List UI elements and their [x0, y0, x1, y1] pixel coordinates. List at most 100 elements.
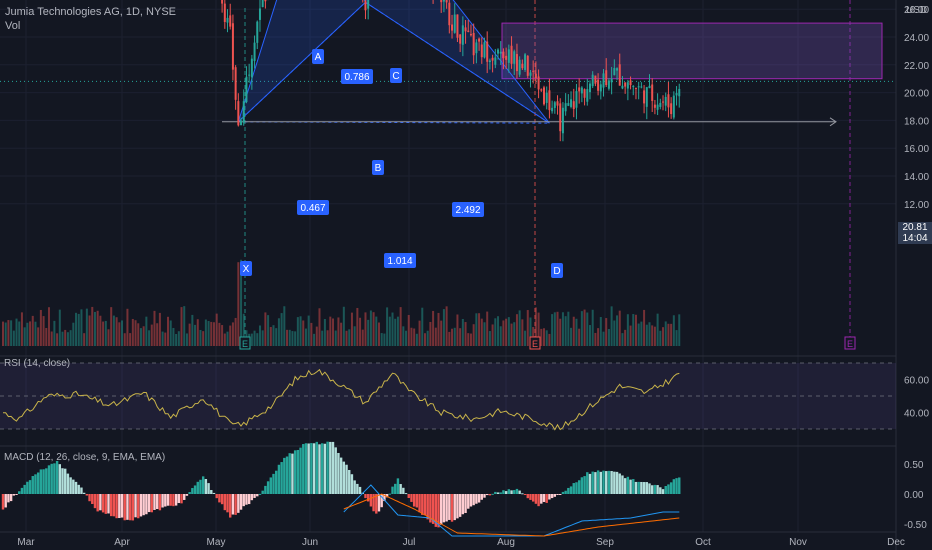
macd-histogram-bar [126, 494, 129, 520]
macd-histogram-bar [513, 490, 516, 494]
target-zone-rect[interactable] [501, 22, 883, 80]
candle-body [640, 86, 643, 88]
macd-histogram-bar [586, 472, 589, 494]
time-axis-tick: Aug [497, 537, 515, 548]
macd-histogram-bar [199, 479, 202, 494]
volume-bar [643, 309, 646, 346]
candle-body [616, 68, 619, 71]
volume-bar [578, 328, 581, 346]
macd-histogram-bar [212, 492, 216, 494]
macd-histogram-bar [253, 494, 256, 498]
target-zone[interactable] [501, 22, 883, 80]
macd-histogram-bar [101, 494, 105, 513]
volume-bar [69, 330, 72, 346]
rsi-title[interactable]: RSI (14, close) [4, 358, 71, 369]
macd-histogram-bar [55, 460, 59, 494]
volume-bar [391, 312, 394, 346]
volume-bar [337, 317, 340, 346]
volume-bar [405, 330, 408, 346]
volume-bar [102, 321, 105, 346]
macd-histogram-bar [456, 494, 459, 519]
candle-body [613, 68, 616, 76]
macd-histogram-bar [150, 494, 153, 513]
time-axis-tick: Mar [17, 537, 35, 548]
candle-body [629, 80, 632, 86]
volume-bar [467, 333, 470, 346]
candle-body [572, 101, 575, 110]
candle-body [264, 0, 267, 2]
volume-bar [66, 332, 69, 346]
harmonic-pattern[interactable] [222, 0, 837, 127]
symbol-title[interactable]: Jumia Technologies AG, 1D, NYSE [5, 6, 176, 18]
volume-bar [221, 325, 224, 346]
macd-axis-tick: -0.50 [904, 520, 927, 531]
price-axis-tick: 18.00 [904, 116, 929, 127]
ratio-label-bcd: 2.492 [455, 205, 480, 216]
volume-bar [234, 317, 237, 346]
volume-bar [310, 322, 313, 346]
macd-histogram-bar [491, 493, 494, 495]
macd-histogram-bar [442, 494, 446, 523]
macd-histogram-bar [188, 492, 191, 494]
volume-bar [356, 307, 359, 346]
volume-bar [123, 333, 126, 346]
macd-histogram-bar [226, 494, 229, 513]
earnings-marker: E [532, 339, 538, 349]
volume-bar [56, 333, 59, 346]
macd-histogram-bar [99, 494, 102, 511]
macd-histogram-bar [315, 441, 318, 494]
volume-bar [145, 316, 148, 346]
macd-histogram-bar [207, 483, 210, 494]
volume-bar [359, 317, 362, 346]
candle-body [231, 23, 234, 70]
volume-bar [107, 329, 110, 346]
macd-histogram-bar [174, 494, 178, 506]
macd-histogram-bar [272, 473, 275, 494]
macd-histogram-bar [550, 494, 554, 499]
candle-body [564, 103, 567, 112]
candle-body [667, 94, 670, 108]
candle-body [545, 92, 548, 103]
macd-histogram-bar [250, 494, 254, 501]
macd-histogram-bar [526, 494, 529, 499]
volume-bar [659, 330, 662, 346]
candle-body [442, 0, 445, 2]
volume-bar [126, 308, 129, 346]
volume-bar [632, 314, 635, 346]
volume-bar [50, 331, 53, 346]
macd-histogram-bar [215, 494, 218, 499]
earnings-marker-box [239, 336, 251, 350]
candle-body [578, 87, 581, 92]
macd-histogram-bar [256, 494, 259, 497]
candle-body [488, 60, 491, 63]
macd-title[interactable]: MACD (12, 26, close, 9, EMA, EMA) [4, 452, 166, 463]
macd-histogram-bar [334, 447, 337, 494]
macd-histogram-bar [375, 494, 378, 514]
volume-bar [602, 331, 605, 346]
macd-histogram-bar [158, 494, 162, 511]
candle-body [537, 76, 540, 90]
volume-bar [515, 314, 518, 346]
volume-bar [302, 320, 305, 346]
macd-histogram-bar [118, 494, 121, 519]
volume-bar [275, 328, 278, 346]
macd-histogram-bar [499, 492, 502, 494]
macd-histogram-bar [434, 494, 437, 527]
macd-histogram-bar [320, 443, 324, 494]
volume-bar [488, 331, 491, 346]
volume-bar [183, 306, 186, 346]
macd-histogram-bar [431, 494, 435, 524]
candle-body [583, 89, 586, 98]
macd-histogram-bar [47, 465, 51, 494]
volume-bar [4, 322, 7, 346]
volume-bar [2, 321, 4, 346]
volume-bar [464, 322, 467, 346]
volume-bar [564, 316, 567, 346]
volume-bar [651, 325, 654, 346]
macd-histogram-bar [396, 478, 400, 494]
volume-bar [267, 315, 270, 346]
volume-bar [423, 333, 426, 346]
volume-bar [115, 317, 118, 346]
macd-histogram-bar [540, 494, 543, 504]
